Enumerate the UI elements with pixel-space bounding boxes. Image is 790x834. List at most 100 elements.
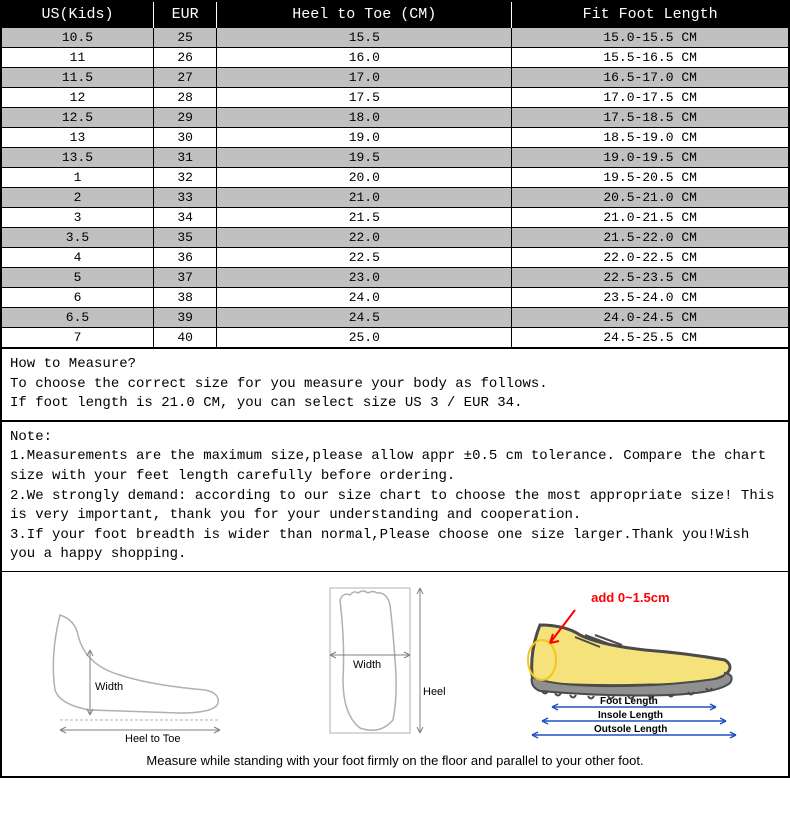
- table-cell: 12: [2, 88, 153, 108]
- table-cell: 22.5: [217, 248, 512, 268]
- how-to-measure: How to Measure? To choose the correct si…: [2, 347, 788, 420]
- table-cell: 7: [2, 328, 153, 348]
- table-cell: 37: [153, 268, 216, 288]
- table-cell: 18.5-19.0 CM: [512, 128, 788, 148]
- table-cell: 17.5: [217, 88, 512, 108]
- shoe-diagram: add 0~1.5cm: [500, 590, 760, 745]
- table-cell: 21.0-21.5 CM: [512, 208, 788, 228]
- note-block: Note: 1.Measurements are the maximum siz…: [2, 420, 788, 571]
- table-row: 11.52717.016.5-17.0 CM: [2, 68, 788, 88]
- table-cell: 25.0: [217, 328, 512, 348]
- table-cell: 17.0-17.5 CM: [512, 88, 788, 108]
- table-row: 133019.018.5-19.0 CM: [2, 128, 788, 148]
- table-cell: 19.5-20.5 CM: [512, 168, 788, 188]
- table-cell: 16.0: [217, 48, 512, 68]
- table-row: 53723.022.5-23.5 CM: [2, 268, 788, 288]
- add-label: add 0~1.5cm: [591, 590, 669, 605]
- foot-top-svg: Width Heel to Toe: [295, 580, 445, 745]
- foot-length-label: Foot Length: [600, 696, 658, 707]
- table-cell: 20.0: [217, 168, 512, 188]
- table-cell: 19.0: [217, 128, 512, 148]
- note-item2: 2.We strongly demand: according to our s…: [10, 487, 780, 526]
- table-cell: 21.0: [217, 188, 512, 208]
- table-cell: 15.0-15.5 CM: [512, 28, 788, 48]
- measure-line2: If foot length is 21.0 CM, you can selec…: [10, 394, 780, 414]
- table-cell: 39: [153, 308, 216, 328]
- table-cell: 11.5: [2, 68, 153, 88]
- table-cell: 31: [153, 148, 216, 168]
- table-cell: 22.5-23.5 CM: [512, 268, 788, 288]
- table-cell: 18.0: [217, 108, 512, 128]
- table-cell: 19.5: [217, 148, 512, 168]
- table-cell: 10.5: [2, 28, 153, 48]
- col-heel: Heel to Toe (CM): [217, 2, 512, 28]
- table-cell: 24.5-25.5 CM: [512, 328, 788, 348]
- table-cell: 24.0: [217, 288, 512, 308]
- table-cell: 15.5-16.5 CM: [512, 48, 788, 68]
- table-cell: 34: [153, 208, 216, 228]
- table-cell: 5: [2, 268, 153, 288]
- table-cell: 23.0: [217, 268, 512, 288]
- table-cell: 6: [2, 288, 153, 308]
- caption: Measure while standing with your foot fi…: [2, 749, 788, 776]
- measure-line1: To choose the correct size for you measu…: [10, 375, 780, 395]
- top-heel-label: Heel to Toe: [423, 686, 445, 698]
- table-cell: 22.0: [217, 228, 512, 248]
- table-cell: 13: [2, 128, 153, 148]
- table-cell: 29: [153, 108, 216, 128]
- shoe-svg: Foot Length Insole Length Outsole Length: [500, 605, 760, 745]
- table-row: 12.52918.017.5-18.5 CM: [2, 108, 788, 128]
- table-cell: 16.5-17.0 CM: [512, 68, 788, 88]
- size-chart-container: US(Kids) EUR Heel to Toe (CM) Fit Foot L…: [0, 0, 790, 778]
- table-cell: 17.0: [217, 68, 512, 88]
- side-width-label: Width: [95, 681, 123, 693]
- table-row: 33421.521.0-21.5 CM: [2, 208, 788, 228]
- table-cell: 6.5: [2, 308, 153, 328]
- table-row: 63824.023.5-24.0 CM: [2, 288, 788, 308]
- header-row: US(Kids) EUR Heel to Toe (CM) Fit Foot L…: [2, 2, 788, 28]
- outsole-length-label: Outsole Length: [594, 724, 667, 735]
- table-row: 112616.015.5-16.5 CM: [2, 48, 788, 68]
- insole-length-label: Insole Length: [598, 710, 663, 721]
- foot-side-diagram: Heel to Toe Width: [30, 595, 240, 745]
- table-cell: 12.5: [2, 108, 153, 128]
- table-row: 3.53522.021.5-22.0 CM: [2, 228, 788, 248]
- side-heel-label: Heel to Toe: [125, 733, 180, 745]
- table-cell: 3: [2, 208, 153, 228]
- table-cell: 3.5: [2, 228, 153, 248]
- table-cell: 32: [153, 168, 216, 188]
- table-cell: 1: [2, 168, 153, 188]
- table-row: 74025.024.5-25.5 CM: [2, 328, 788, 348]
- col-eur: EUR: [153, 2, 216, 28]
- table-row: 122817.517.0-17.5 CM: [2, 88, 788, 108]
- note-item1: 1.Measurements are the maximum size,plea…: [10, 447, 780, 486]
- table-cell: 13.5: [2, 148, 153, 168]
- size-table: US(Kids) EUR Heel to Toe (CM) Fit Foot L…: [2, 2, 788, 347]
- table-cell: 20.5-21.0 CM: [512, 188, 788, 208]
- table-row: 13220.019.5-20.5 CM: [2, 168, 788, 188]
- table-cell: 35: [153, 228, 216, 248]
- table-cell: 2: [2, 188, 153, 208]
- top-width-label: Width: [353, 659, 381, 671]
- table-row: 43622.522.0-22.5 CM: [2, 248, 788, 268]
- table-cell: 40: [153, 328, 216, 348]
- table-cell: 24.5: [217, 308, 512, 328]
- note-title: Note:: [10, 428, 780, 448]
- table-row: 10.52515.515.0-15.5 CM: [2, 28, 788, 48]
- table-cell: 27: [153, 68, 216, 88]
- table-cell: 15.5: [217, 28, 512, 48]
- table-cell: 11: [2, 48, 153, 68]
- table-row: 6.53924.524.0-24.5 CM: [2, 308, 788, 328]
- table-cell: 17.5-18.5 CM: [512, 108, 788, 128]
- col-us: US(Kids): [2, 2, 153, 28]
- table-cell: 4: [2, 248, 153, 268]
- table-cell: 26: [153, 48, 216, 68]
- table-cell: 28: [153, 88, 216, 108]
- table-cell: 38: [153, 288, 216, 308]
- measure-title: How to Measure?: [10, 355, 780, 375]
- table-cell: 25: [153, 28, 216, 48]
- diagram-row: Heel to Toe Width Width Heel to Toe add …: [2, 571, 788, 749]
- foot-side-svg: Heel to Toe Width: [30, 595, 240, 745]
- table-cell: 30: [153, 128, 216, 148]
- table-row: 13.53119.519.0-19.5 CM: [2, 148, 788, 168]
